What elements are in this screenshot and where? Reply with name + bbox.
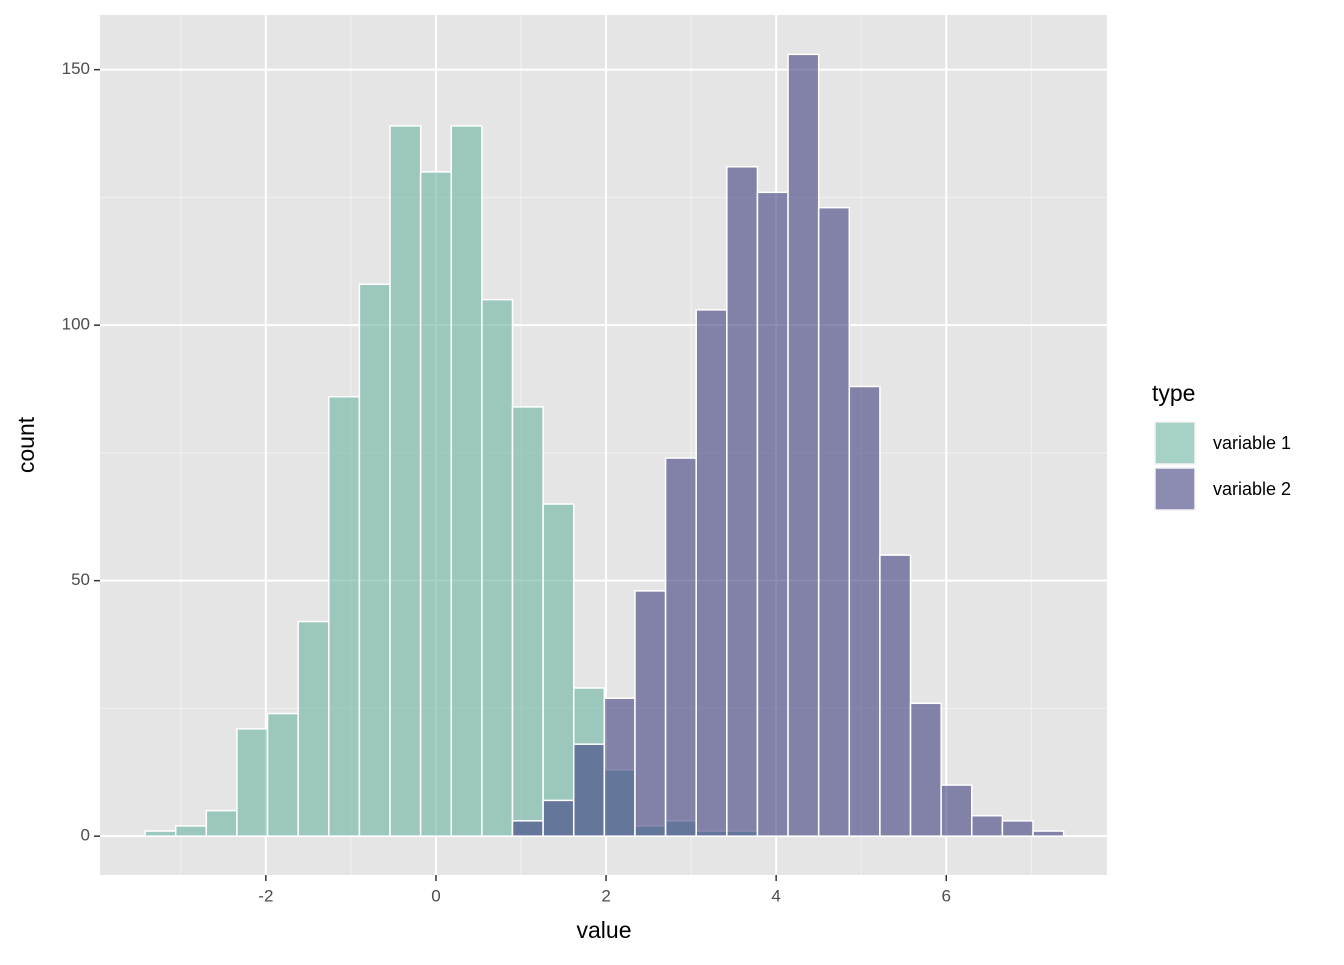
bar bbox=[664, 457, 697, 837]
x-tick-label: 0 bbox=[431, 886, 440, 905]
bar bbox=[756, 191, 789, 837]
bar bbox=[297, 620, 330, 837]
bar bbox=[205, 809, 238, 837]
bar bbox=[848, 385, 881, 837]
legend-title: type bbox=[1152, 380, 1195, 406]
bar bbox=[634, 590, 667, 837]
bar bbox=[1001, 820, 1034, 837]
bar bbox=[328, 395, 361, 837]
bar bbox=[481, 298, 514, 837]
legend-label: variable 2 bbox=[1213, 479, 1291, 499]
bar bbox=[787, 53, 820, 837]
y-tick-label: 0 bbox=[81, 826, 90, 845]
bar bbox=[542, 799, 575, 837]
bar bbox=[450, 125, 483, 837]
bar bbox=[971, 814, 1004, 837]
x-tick-label: -2 bbox=[258, 886, 273, 905]
bar bbox=[817, 206, 851, 837]
y-tick-label: 100 bbox=[62, 315, 90, 334]
legend-key bbox=[1154, 467, 1196, 511]
x-tick-label: 6 bbox=[942, 886, 951, 905]
bar bbox=[511, 820, 544, 837]
bar bbox=[542, 503, 575, 837]
y-tick-label: 50 bbox=[71, 570, 90, 589]
bar bbox=[726, 166, 759, 837]
bar bbox=[266, 712, 299, 837]
legend-key bbox=[1154, 421, 1196, 465]
bar bbox=[511, 406, 544, 837]
bar bbox=[358, 283, 391, 837]
y-axis-label: count bbox=[13, 416, 39, 473]
x-tick-label: 4 bbox=[771, 886, 780, 905]
x-axis-label: value bbox=[577, 917, 632, 943]
bar bbox=[879, 554, 912, 837]
bar bbox=[603, 697, 636, 837]
legend-label: variable 1 bbox=[1213, 433, 1291, 453]
bar bbox=[236, 728, 269, 837]
bar bbox=[419, 171, 453, 837]
bar bbox=[940, 784, 973, 837]
bar bbox=[144, 830, 177, 837]
bar bbox=[909, 702, 942, 837]
bar bbox=[174, 825, 208, 837]
bar bbox=[1032, 830, 1065, 837]
x-tick-label: 2 bbox=[601, 886, 610, 905]
bar bbox=[572, 743, 606, 837]
bar bbox=[389, 125, 422, 837]
bar bbox=[695, 309, 728, 837]
y-tick-label: 150 bbox=[62, 59, 90, 78]
